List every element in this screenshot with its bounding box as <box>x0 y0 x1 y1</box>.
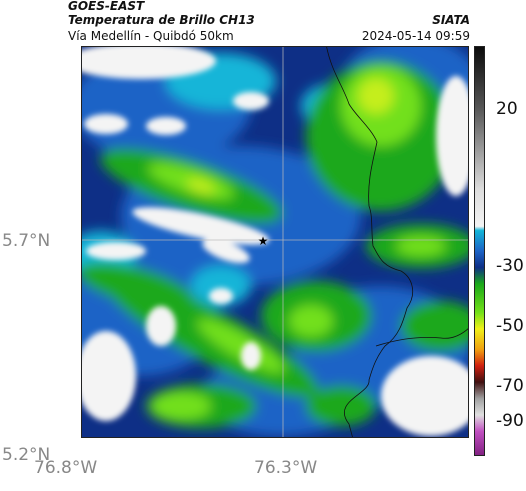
location-star-icon: ★ <box>258 234 269 248</box>
region-label: Vía Medellín - Quibdó 50km <box>68 29 234 43</box>
brightness-temperature-map: ★ <box>81 46 469 438</box>
datetime-label: 2024-05-14 09:59 <box>361 29 470 43</box>
colorbar-label-minus30: -30 <box>496 256 524 276</box>
department-border-branch <box>375 327 469 347</box>
colorbar-label-minus70: -70 <box>496 376 524 396</box>
temperature-colorbar <box>474 46 485 456</box>
x-tick-76-3W: 76.3°W <box>254 458 318 478</box>
product-title: Temperatura de Brillo CH13 <box>68 13 255 27</box>
brand-label: SIATA <box>432 13 470 27</box>
colorbar-label-minus90: -90 <box>496 411 524 431</box>
warm-surface-patches <box>81 46 469 436</box>
satellite-name: GOES-EAST <box>68 0 145 13</box>
colorbar-label-20: 20 <box>496 99 518 119</box>
y-tick-5-2N: 5.2°N <box>2 445 51 465</box>
map-frame <box>81 46 469 438</box>
department-border <box>326 46 414 438</box>
x-tick-76-8W: 76.8°W <box>34 458 98 478</box>
y-tick-5-7N: 5.7°N <box>2 231 51 251</box>
colorbar-label-minus50: -50 <box>496 316 524 336</box>
